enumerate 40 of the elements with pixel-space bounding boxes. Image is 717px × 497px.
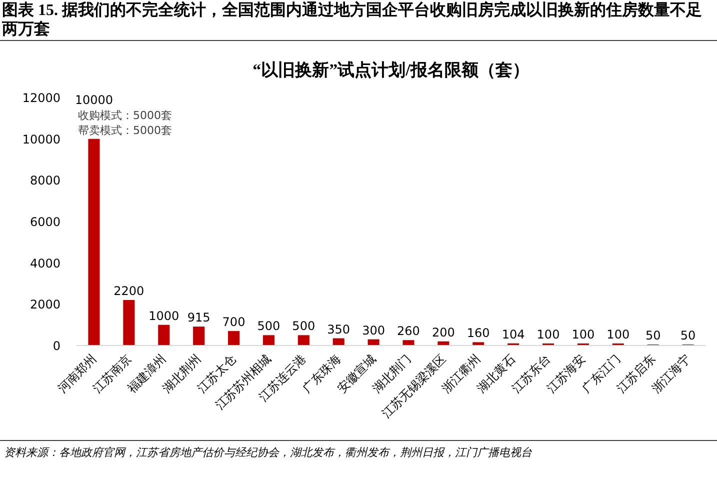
data-label: 350 — [327, 322, 350, 336]
bar — [298, 335, 310, 346]
data-label: 260 — [397, 324, 420, 338]
data-label: 100 — [572, 327, 595, 342]
bar — [228, 331, 240, 346]
chart-subtitle: “以旧换新”试点计划/报名限额（套） — [252, 60, 530, 80]
data-label: 100 — [536, 327, 560, 342]
data-label: 915 — [187, 310, 210, 325]
data-label: 50 — [645, 328, 661, 342]
y-tick-label: 2000 — [30, 298, 61, 312]
y-tick-label: 6000 — [30, 215, 61, 229]
bar — [123, 300, 135, 346]
bar — [472, 342, 484, 346]
y-tick-label: 4000 — [30, 256, 61, 270]
data-label: 2200 — [114, 284, 144, 298]
bar — [332, 338, 344, 346]
annotation: 帮卖模式：5000套 — [78, 124, 172, 137]
bar — [193, 326, 205, 346]
y-tick-label: 0 — [52, 339, 61, 353]
text: 资料来源：各地政府官网，江苏省房地产估价与经纪协会，湖北发布，衢州发布，荆州日报，江门广播电视台 — [0, 440, 717, 461]
bar — [402, 340, 414, 346]
y-tick-label: 8000 — [30, 174, 61, 188]
data-label: 10000 — [74, 92, 114, 107]
data-label: 700 — [222, 315, 246, 330]
data-label: 104 — [502, 327, 525, 342]
data-label: 300 — [362, 323, 385, 338]
bar — [262, 335, 274, 346]
data-label: 160 — [466, 326, 490, 340]
bar — [158, 324, 170, 346]
y-tick-label: 10000 — [22, 132, 61, 146]
data-label: 500 — [257, 319, 280, 334]
data-label: 500 — [292, 319, 316, 334]
data-label: 1000 — [148, 308, 180, 323]
data-label: 200 — [432, 325, 455, 340]
data-label: 50 — [680, 328, 696, 342]
chart-title: 图表 15. 据我们的不完全统计，全国范围内通过地方国企平台收购旧房完成以旧换新的住房数量不足两万套 — [0, 0, 717, 41]
data-label: 100 — [606, 327, 630, 342]
annotation: 收购模式：5000套 — [78, 108, 172, 122]
bar — [88, 138, 100, 346]
y-tick-label: 12000 — [22, 91, 61, 105]
